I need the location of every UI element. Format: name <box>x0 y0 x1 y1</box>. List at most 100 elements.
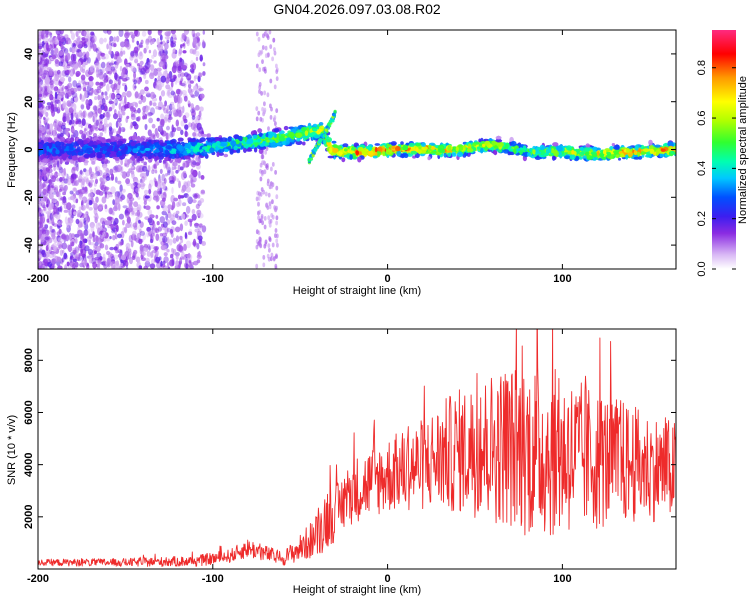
spectrogram-noise-cell <box>110 173 115 181</box>
spectrogram-ridge-cell <box>605 151 612 157</box>
spectrogram-noise-cell <box>117 203 121 211</box>
spectrogram-noise-cell <box>95 119 99 126</box>
spectrogram-noise-cell <box>40 110 43 117</box>
spectrogram-noise-cell <box>130 65 136 72</box>
spectrogram-noise-cell <box>187 218 193 223</box>
spectrogram-noise-cell <box>161 130 167 137</box>
spectrogram-noise-cell <box>175 210 180 215</box>
spectrogram-noise-cell <box>138 100 142 105</box>
spectrogram-noise-cell <box>45 30 49 36</box>
spectrogram-noise-cell <box>170 80 174 88</box>
spectrogram-noise-cell <box>191 115 196 120</box>
spectrogram-noise-cell <box>52 37 56 45</box>
spectrogram-noise-cell <box>181 256 187 260</box>
spectrogram-noise-cell <box>145 38 149 42</box>
spectrogram-noise-cell <box>56 136 62 142</box>
spectrogram-noise-cell <box>42 204 47 208</box>
spectrogram-noise-cell <box>92 133 98 138</box>
spectrogram-noise-cell <box>186 194 190 201</box>
spectrogram-noise-cell <box>66 221 70 229</box>
spectrogram-noise-cell <box>98 203 104 209</box>
spectrogram-noise-cell <box>63 48 69 54</box>
spectrogram-noise-cell <box>93 187 97 195</box>
spectrogram-ridge-cell <box>342 143 349 148</box>
spectrogram-noise-cell <box>259 162 263 168</box>
spectrogram-noise-cell <box>167 166 172 174</box>
spectrogram-noise-cell <box>107 220 111 225</box>
spectrogram-noise-cell <box>40 53 45 62</box>
spectrogram-noise-cell <box>38 182 41 186</box>
spectrogram-noise-cell <box>58 61 64 67</box>
spectrogram-noise-cell <box>66 261 70 267</box>
spectrogram-noise-cell <box>189 80 194 84</box>
spectrogram-ridge-cell <box>131 135 138 140</box>
spectrogram-noise-cell <box>54 58 59 64</box>
spectrogram-noise-cell <box>198 223 203 228</box>
spectrogram-noise-cell <box>73 43 77 48</box>
spectrogram-noise-cell <box>104 244 109 251</box>
spectrogram-noise-cell <box>88 192 94 199</box>
spectrogram-noise-cell <box>152 49 158 58</box>
spectrogram-ridge-cell <box>539 144 545 150</box>
spectrogram-ridge-cell <box>214 137 222 143</box>
spectrogram-noise-cell <box>41 73 46 80</box>
spectrogram-noise-cell <box>83 176 89 183</box>
spectrogram-noise-cell <box>125 242 131 249</box>
spectrogram-noise-cell <box>156 132 160 139</box>
spectrogram-noise-cell <box>76 40 83 49</box>
spectrogram-noise-cell <box>75 70 81 77</box>
spectrogram-noise-cell <box>201 41 206 49</box>
spectrogram-noise-cell <box>153 223 156 229</box>
spectrogram-noise-cell <box>160 41 163 45</box>
spectrogram-noise-cell <box>179 91 184 95</box>
spectrogram-noise-cell <box>191 199 197 204</box>
spectrogram-ridge-cell <box>53 137 59 141</box>
spectrogram-ridge-cell <box>456 151 464 158</box>
spectrogram-noise-cell <box>49 79 54 86</box>
spectrogram-noise-cell <box>100 61 106 69</box>
spectrogram-noise-cell <box>113 36 117 42</box>
spectrogram-noise-cell <box>39 215 43 224</box>
spectrogram-noise-cell <box>51 175 56 183</box>
spectrogram-noise-cell <box>263 161 267 166</box>
spectrogram-noise-cell <box>117 190 123 199</box>
spectrogram-noise-cell <box>87 41 93 47</box>
spectrogram-noise-cell <box>197 194 201 199</box>
spectrogram-noise-cell <box>103 232 109 239</box>
spectrogram-noise-cell <box>54 91 58 100</box>
spectrogram-noise-cell <box>146 244 151 249</box>
spectrogram-noise-cell <box>72 46 77 53</box>
spectrogram-noise-cell <box>260 187 264 192</box>
spectrogram-ridge-cell <box>410 150 418 155</box>
spectrogram-noise-cell <box>40 235 45 243</box>
spectrogram-noise-cell <box>124 40 130 47</box>
spectrogram-noise-cell <box>156 67 162 72</box>
spectrogram-ridge-cell <box>625 154 629 160</box>
spectrogram-noise-cell <box>38 185 41 191</box>
spectrogram-noise-cell <box>167 204 173 210</box>
spectrogram-noise-cell <box>163 252 168 257</box>
spectrogram-noise-cell <box>144 189 149 195</box>
spectrogram-noise-cell <box>139 228 142 234</box>
spectrogram-noise-cell <box>38 37 42 42</box>
spectrogram-noise-cell <box>80 103 85 109</box>
spectrogram-ridge-cell <box>645 154 652 158</box>
spectrogram-noise-cell <box>108 100 115 104</box>
spectrogram-noise-cell <box>181 32 186 40</box>
spectrogram-noise-cell <box>81 196 88 204</box>
spectrogram-noise-cell <box>275 215 279 221</box>
spectrogram-noise-cell <box>103 118 108 125</box>
spectrogram-noise-cell <box>64 264 68 269</box>
spectrogram-ridge-cell <box>654 144 661 148</box>
spectrogram-noise-cell <box>166 227 171 233</box>
spectrogram-noise-cell <box>92 230 95 238</box>
spectrogram-noise-cell <box>75 120 79 125</box>
spectrogram-noise-cell <box>151 232 155 237</box>
spectrogram-noise-cell <box>135 187 140 193</box>
spectrogram-ridge-cell <box>137 157 144 161</box>
spectrogram-noise-cell <box>187 196 193 205</box>
spectrogram-noise-cell <box>101 220 106 229</box>
spectrogram-noise-cell <box>149 72 155 80</box>
spectrogram-noise-cell <box>45 111 49 118</box>
spectrogram-noise-cell <box>200 191 206 195</box>
